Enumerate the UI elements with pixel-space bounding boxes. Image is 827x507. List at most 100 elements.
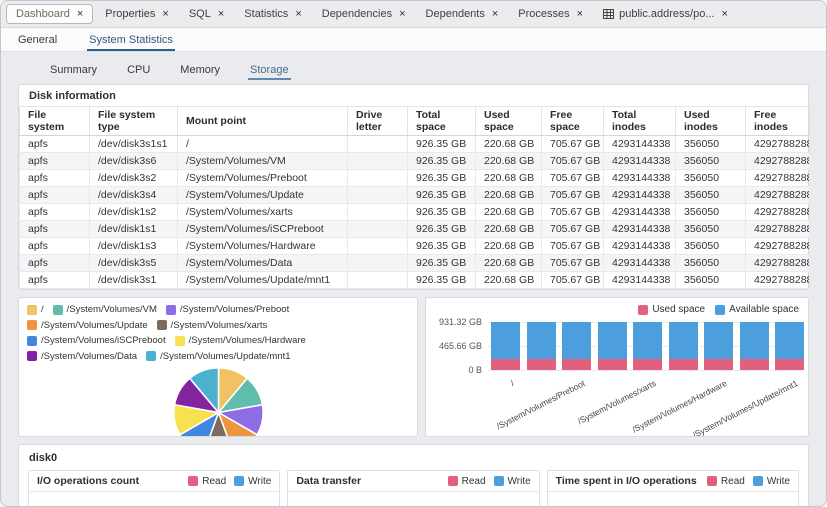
table-cell: 4293144338: [604, 255, 676, 272]
chart-legend-item: Read: [707, 476, 745, 487]
y-axis-tick: 931.32 GB: [430, 317, 482, 327]
pie-legend-label: /System/Volumes/Update: [41, 318, 148, 333]
table-cell: 926.35 GB: [408, 238, 476, 255]
pie-legend-label: /System/Volumes/Preboot: [180, 302, 289, 317]
table-cell: /dev/disk1s3: [90, 238, 178, 255]
legend-swatch: [146, 351, 156, 361]
table-cell: 705.67 GB: [542, 255, 604, 272]
table-cell: 356050: [676, 272, 746, 289]
table-row: apfs/dev/disk1s1/System/Volumes/iSCPrebo…: [20, 221, 810, 238]
table-cell: 4293144338: [604, 272, 676, 289]
close-icon[interactable]: ×: [577, 9, 583, 20]
tab-label: Dashboard: [16, 8, 70, 20]
close-icon[interactable]: ×: [295, 9, 301, 20]
table-cell: 705.67 GB: [542, 187, 604, 204]
tab-dependents[interactable]: Dependents ×: [416, 4, 509, 24]
bar-used-segment: [562, 359, 591, 370]
tab-dependencies[interactable]: Dependencies×: [312, 4, 416, 24]
column-header-used-space: Used space: [476, 107, 542, 136]
tab-processes[interactable]: Processes×: [508, 4, 593, 24]
dashboard-nav: General System Statistics: [1, 28, 826, 52]
table-cell: /System/Volumes/iSCPreboot: [178, 221, 348, 238]
pie-legend-item: /System/Volumes/xarts: [157, 318, 268, 333]
bar-used-segment: [527, 359, 556, 370]
tab-properties[interactable]: Properties×: [95, 4, 179, 24]
pie-legend-item: /System/Volumes/VM: [53, 302, 157, 317]
subnav-tab-storage[interactable]: Storage: [248, 62, 291, 80]
column-header-free-space: Free space: [542, 107, 604, 136]
table-cell: apfs: [20, 153, 90, 170]
document-tabbar: Dashboard×Properties×SQL×Statistics×Depe…: [1, 1, 826, 28]
storage-bar-panel: Used spaceAvailable space 931.32 GB465.6…: [425, 297, 809, 437]
chart-panel-header: I/O operations countReadWrite: [29, 471, 279, 492]
table-row: apfs/dev/disk3s1s1/926.35 GB220.68 GB705…: [20, 136, 810, 153]
pie-legend-label: /System/Volumes/Update/mnt1: [160, 349, 290, 364]
close-icon[interactable]: ×: [492, 9, 498, 20]
pie-legend-item: /System/Volumes/Preboot: [166, 302, 289, 317]
subnav-tab-summary[interactable]: Summary: [48, 62, 99, 80]
nav-tab-system-statistics[interactable]: System Statistics: [87, 30, 175, 51]
bar-used-segment: [740, 359, 769, 370]
bar-system-volumes-xarts: [633, 322, 662, 370]
tab-statistics[interactable]: Statistics×: [234, 4, 311, 24]
y-axis-tick: 465.66 GB: [430, 341, 482, 351]
chart-panel-data-transfer: Data transferReadWrite314.79 GB: [287, 470, 539, 507]
table-cell: 4293144338: [604, 170, 676, 187]
table-cell: apfs: [20, 272, 90, 289]
storage-charts-row: / /System/Volumes/VM/System/Volumes/Prebo…: [18, 297, 809, 437]
column-header-file-system-type: File system type: [90, 107, 178, 136]
table-cell: 705.67 GB: [542, 170, 604, 187]
table-icon: [603, 9, 614, 19]
table-cell: /dev/disk3s1: [90, 272, 178, 289]
disk0-charts-row: I/O operations countReadWrite35M30MData …: [28, 470, 799, 507]
table-cell: 4293144338: [604, 204, 676, 221]
pie-legend-item: /System/Volumes/Data: [27, 349, 137, 364]
pie-legend-item: /: [27, 302, 44, 317]
subnav-tab-memory[interactable]: Memory: [178, 62, 222, 80]
table-cell: apfs: [20, 221, 90, 238]
table-cell: /dev/disk3s5: [90, 255, 178, 272]
bar-available-segment: [669, 322, 698, 358]
tab-dashboard[interactable]: Dashboard ×: [6, 4, 93, 24]
table-cell: 926.35 GB: [408, 170, 476, 187]
table-cell: 4293144338: [604, 153, 676, 170]
table-cell: 705.67 GB: [542, 221, 604, 238]
bar-system-volumes-update-mnt1: [775, 322, 804, 370]
pie-legend-item: /System/Volumes/iSCPreboot: [27, 333, 166, 348]
chart-panel-i-o-operations-count: I/O operations countReadWrite35M30M: [28, 470, 280, 507]
bar-system-volumes-preboot: [562, 322, 591, 370]
close-icon[interactable]: ×: [77, 9, 83, 20]
column-header-drive-letter: Drive letter: [348, 107, 408, 136]
line-chart: 314.79 GB: [288, 496, 538, 507]
column-header-mount-point: Mount point: [178, 107, 348, 136]
legend-swatch: [707, 476, 717, 486]
table-cell: /System/Volumes/xarts: [178, 204, 348, 221]
bar-used-segment: [775, 359, 804, 370]
gridline: [488, 370, 802, 371]
tab-sql[interactable]: SQL×: [179, 4, 234, 24]
table-cell: 705.67 GB: [542, 136, 604, 153]
table-cell: [348, 272, 408, 289]
legend-swatch: [234, 476, 244, 486]
table-cell: 926.35 GB: [408, 255, 476, 272]
close-icon[interactable]: ×: [721, 9, 727, 20]
close-icon[interactable]: ×: [218, 9, 224, 20]
bar-available-segment: [598, 322, 627, 358]
pie-legend-label: /System/Volumes/Data: [41, 349, 137, 364]
table-cell: 705.67 GB: [542, 153, 604, 170]
subnav-tab-cpu[interactable]: CPU: [125, 62, 152, 80]
close-icon[interactable]: ×: [162, 9, 168, 20]
disk-information-panel: Disk information File systemFile system …: [18, 84, 809, 290]
column-header-file-system: File system: [20, 107, 90, 136]
tab-label: Dependents: [426, 8, 485, 20]
bar-available-segment: [633, 322, 662, 358]
table-cell: 220.68 GB: [476, 136, 542, 153]
disk-information-table: File systemFile system typeMount pointDr…: [19, 106, 810, 289]
storage-pie-chart: [170, 364, 267, 437]
tab-public-address-po[interactable]: public.address/po...×: [593, 4, 738, 24]
table-cell: /dev/disk3s1s1: [90, 136, 178, 153]
nav-tab-general[interactable]: General: [16, 30, 59, 51]
close-icon[interactable]: ×: [399, 9, 405, 20]
table-cell: /: [178, 136, 348, 153]
legend-swatch: [53, 305, 63, 315]
